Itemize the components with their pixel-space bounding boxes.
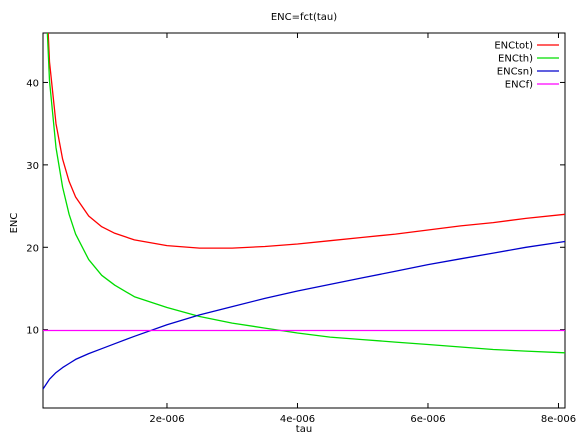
y-tick-label: 40 <box>26 78 39 89</box>
legend-label: ENCth) <box>498 54 533 65</box>
y-axis-label: ENC <box>9 213 20 234</box>
series-line-enctot <box>47 33 565 249</box>
x-tick-label: 4e-006 <box>280 414 315 425</box>
legend-label: ENCf) <box>505 80 533 91</box>
y-tick-label: 30 <box>26 161 39 172</box>
x-axis-ticks: 2e-006 4e-006 6e-006 8e-006 <box>149 33 576 425</box>
legend-label: ENCsn) <box>497 67 533 78</box>
plot-area-frame <box>42 32 566 409</box>
y-axis-ticks: 10 20 30 40 <box>26 78 565 337</box>
x-tick-label: 8e-006 <box>541 414 576 425</box>
x-tick-label: 6e-006 <box>410 414 445 425</box>
legend-label: ENCtot) <box>494 41 533 52</box>
series-line-encth <box>46 33 565 354</box>
legend: ENCtot) ENCth) ENCsn) ENCf) <box>494 41 559 91</box>
x-axis-label: tau <box>296 424 312 435</box>
series-lines <box>43 33 565 390</box>
y-tick-label: 20 <box>26 243 39 254</box>
y-tick-label: 10 <box>26 326 39 337</box>
chart-title: ENC=fct(tau) <box>271 12 337 23</box>
series-line-encsn <box>43 240 565 390</box>
x-tick-label: 2e-006 <box>149 414 184 425</box>
